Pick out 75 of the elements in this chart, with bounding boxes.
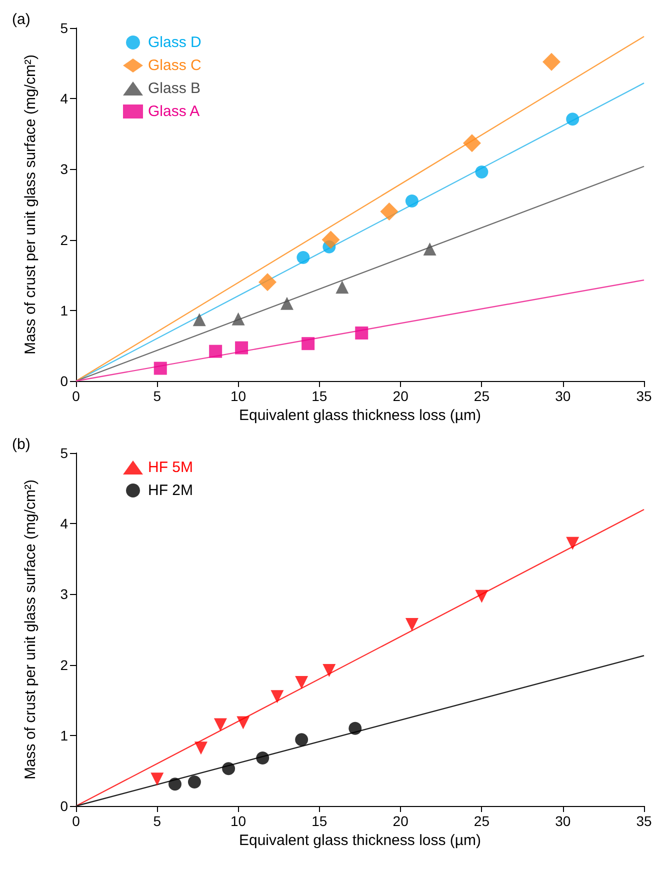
y-tick-label: 5 <box>60 20 68 36</box>
point <box>405 194 418 208</box>
legend-label: Glass D <box>148 34 202 51</box>
y-axis-title: Mass of crust per unit glass surface (mg/cm²) <box>22 479 39 780</box>
text: (b) <box>12 436 30 453</box>
point <box>295 676 308 689</box>
x-tick-label: 20 <box>392 813 409 829</box>
y-tick-label: 3 <box>60 161 68 178</box>
x-tick-label: 0 <box>72 813 80 829</box>
x-tick-label: 30 <box>555 813 571 829</box>
y-axis-title: Mass of crust per unit glass surface (mg/cm²) <box>22 54 39 355</box>
point <box>380 202 398 221</box>
point <box>154 362 167 375</box>
legend-label: Glass A <box>148 103 200 120</box>
point <box>475 166 488 179</box>
point <box>214 718 227 732</box>
x-tick-label: 5 <box>153 813 162 829</box>
point <box>423 242 436 256</box>
x-tick-label: 25 <box>474 388 490 404</box>
point <box>475 590 488 603</box>
legend-label: Glass B <box>148 80 201 97</box>
point <box>194 742 208 755</box>
x-axis-title: Equivalent glass thickness loss (µm) <box>238 406 482 424</box>
x-tick-label: 25 <box>474 813 490 829</box>
point <box>322 664 336 677</box>
y-tick-label: 2 <box>60 656 68 673</box>
legend-label: HF 2M <box>148 482 193 499</box>
point <box>236 716 250 730</box>
point <box>209 344 222 358</box>
y-tick-label: 4 <box>60 516 68 532</box>
point <box>336 280 349 294</box>
point <box>280 296 294 310</box>
y-tick-label: 2 <box>60 232 68 248</box>
x-tick-label: 5 <box>153 388 162 404</box>
x-tick-label: 35 <box>636 813 652 829</box>
legend-label: HF 5M <box>148 459 193 476</box>
point <box>258 273 276 292</box>
x-tick-label: 30 <box>555 388 571 404</box>
y-tick-label: 3 <box>60 586 68 602</box>
point <box>566 536 580 550</box>
point <box>322 230 340 249</box>
text: (a) <box>12 11 30 28</box>
y-tick-label: 1 <box>60 302 68 318</box>
x-tick-label: 35 <box>636 388 652 404</box>
y-tick-label: 0 <box>60 798 68 814</box>
point <box>348 722 362 735</box>
point <box>192 313 206 326</box>
point <box>302 337 315 350</box>
legend-label: Glass C <box>148 57 202 74</box>
point <box>462 134 481 152</box>
point <box>232 312 245 326</box>
point <box>222 762 236 776</box>
y-tick-label: 1 <box>60 727 68 744</box>
x-tick-label: 15 <box>312 388 328 404</box>
x-tick-label: 15 <box>312 813 328 829</box>
point <box>270 690 284 704</box>
point <box>188 776 201 788</box>
x-tick-label: 0 <box>72 388 80 404</box>
y-tick-label: 4 <box>60 90 68 107</box>
x-tick-label: 10 <box>230 813 246 829</box>
point <box>405 618 418 632</box>
point <box>296 250 310 264</box>
point <box>235 341 248 354</box>
point <box>150 772 164 786</box>
x-tick-label: 10 <box>230 388 246 404</box>
point <box>355 326 368 340</box>
point <box>256 751 270 764</box>
y-tick-label: 0 <box>60 373 68 389</box>
point <box>566 112 580 126</box>
point <box>542 52 560 71</box>
x-tick-label: 20 <box>392 388 409 404</box>
y-tick-label: 5 <box>60 445 68 461</box>
point <box>168 778 182 791</box>
x-axis-title: Equivalent glass thickness loss (µm) <box>238 832 482 849</box>
point <box>295 733 308 746</box>
